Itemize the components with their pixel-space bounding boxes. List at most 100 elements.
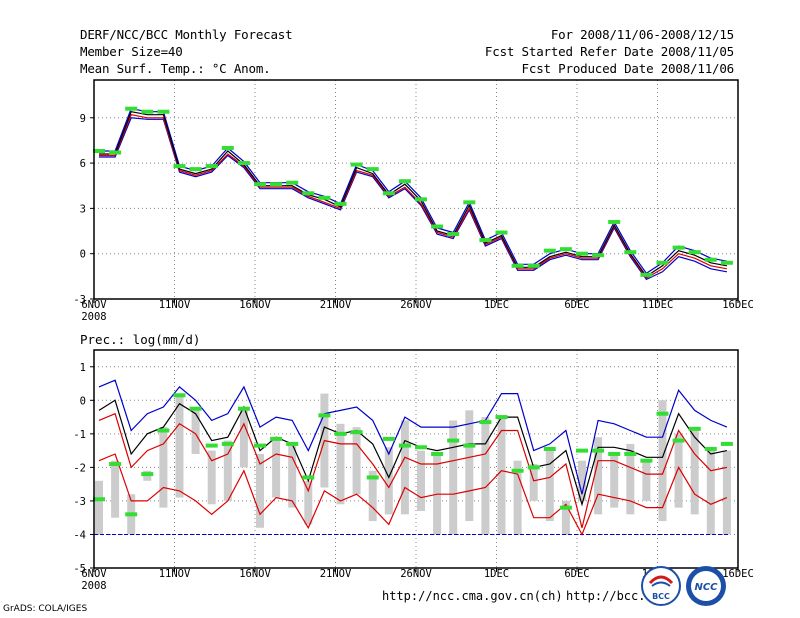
- prec-x-tick-label: 16NOV: [239, 568, 271, 580]
- temp-x-tick-label: 16DEC: [722, 299, 754, 311]
- prec-series-upper-line: [98, 379, 728, 495]
- prec-spread-box: [159, 427, 168, 508]
- temp-green-marker: [286, 180, 299, 185]
- prec-green-marker: [559, 505, 572, 510]
- prec-spread-box: [674, 433, 683, 508]
- prec-panel-title: Prec.: log(mm/d): [80, 332, 200, 347]
- prec-y-tick-label: -1: [73, 429, 86, 441]
- prec-spread-box: [561, 500, 570, 535]
- temp-green-marker: [543, 248, 556, 253]
- temp-series-lower-line: [99, 114, 728, 279]
- variable-label: Mean Surf. Temp.: °C Anom.: [80, 61, 271, 76]
- temp-x-tick-label: 6NOV: [81, 299, 107, 311]
- prec-x-tick-label: 11DEC: [642, 568, 674, 580]
- prec-spread-box: [529, 464, 538, 501]
- temp-y-tick-label: 9: [80, 113, 86, 125]
- temp-x-tick-label: 16NOV: [239, 299, 271, 311]
- prec-spread-box: [352, 427, 361, 495]
- temp-y-tick-label: -3: [73, 294, 86, 306]
- temp-green-marker: [382, 191, 395, 196]
- temp-green-marker: [640, 272, 653, 277]
- prec-x-tick-label: 21NOV: [320, 568, 352, 580]
- temp-green-marker: [704, 257, 717, 262]
- prec-green-marker: [704, 446, 717, 451]
- temp-green-marker: [608, 219, 621, 224]
- prec-spread-box: [304, 480, 313, 525]
- prec-green-marker: [672, 438, 685, 443]
- temp-green-marker: [350, 162, 363, 167]
- temp-green-marker: [334, 201, 347, 206]
- prec-spread-box: [497, 417, 506, 535]
- temp-green-marker: [173, 164, 186, 169]
- temp-green-marker: [576, 251, 588, 256]
- temp-green-marker: [495, 230, 508, 235]
- prec-green-marker: [543, 446, 556, 451]
- prec-green-marker: [495, 415, 508, 420]
- prec-spread-box: [256, 453, 264, 528]
- prec-x-tick-label: 11NOV: [159, 568, 191, 580]
- prec-green-marker: [688, 426, 701, 431]
- prec-green-marker: [270, 436, 283, 441]
- temp-green-marker: [157, 109, 170, 114]
- prec-green-marker: [125, 512, 138, 517]
- prec-spread-box: [465, 410, 474, 522]
- prec-green-marker: [189, 406, 202, 411]
- temp-green-marker: [254, 182, 266, 187]
- temp-green-marker: [447, 232, 460, 237]
- temp-green-marker: [221, 145, 234, 150]
- temp-green-marker: [93, 148, 105, 153]
- prec-green-marker: [527, 465, 540, 470]
- prec-spread-box: [384, 447, 393, 515]
- temp-green-marker: [720, 260, 733, 265]
- temp-x-tick-label: 26NOV: [400, 299, 432, 311]
- temp-green-marker: [656, 260, 669, 265]
- prec-spread-box: [111, 460, 120, 518]
- prec-spread-box: [658, 400, 667, 522]
- fcst-produced-date: Fcst Produced Date 2008/11/06: [521, 61, 735, 76]
- prec-x-year-label: 2008: [81, 580, 106, 592]
- url-bcc[interactable]: http://bcc.c: [566, 589, 653, 603]
- temp-green-marker: [511, 263, 524, 268]
- prec-series-lower-line: [98, 412, 728, 528]
- prec-spread-box: [191, 410, 200, 454]
- chart-title: DERF/NCC/BCC Monthly Forecast: [80, 27, 293, 42]
- temp-green-marker: [318, 195, 331, 200]
- prec-x-tick-label: 16DEC: [722, 568, 754, 580]
- member-size: Member Size=40: [80, 44, 183, 59]
- prec-x-tick-label: 6NOV: [81, 568, 107, 580]
- temp-x-tick-label: 21NOV: [320, 299, 352, 311]
- prec-spread-box: [481, 417, 490, 535]
- prec-spread-box: [722, 450, 731, 535]
- temp-green-marker: [672, 245, 685, 250]
- prec-series-mean-line: [98, 399, 728, 507]
- temp-x-year-label: 2008: [81, 311, 106, 323]
- prec-green-marker: [398, 443, 411, 448]
- prec-spread-box: [207, 450, 216, 505]
- forecast-period: For 2008/11/06-2008/12/15: [550, 27, 734, 42]
- prec-spread-box: [706, 450, 715, 535]
- temp-series-mean-line: [99, 111, 728, 278]
- temp-green-marker: [302, 191, 315, 196]
- prec-y-tick-label: 1: [80, 362, 86, 374]
- prec-y-tick-label: -5: [73, 563, 86, 575]
- prec-green-marker: [624, 451, 637, 456]
- prec-green-marker: [640, 458, 653, 463]
- prec-x-tick-label: 6DEC: [564, 568, 589, 580]
- fcst-started-date: Fcst Started Refer Date 2008/11/05: [484, 44, 734, 59]
- prec-spread-box: [513, 460, 522, 535]
- prec-spread-box: [578, 460, 586, 501]
- prec-spread-box: [288, 443, 297, 508]
- temp-x-tick-label: 11DEC: [642, 299, 674, 311]
- prec-y-tick-label: -2: [73, 462, 86, 474]
- prec-green-marker: [656, 411, 669, 416]
- temp-green-marker: [559, 247, 572, 252]
- prec-green-marker: [302, 475, 315, 480]
- prec-green-marker: [334, 431, 347, 436]
- prec-green-marker: [576, 448, 588, 453]
- prec-y-tick-label: -3: [73, 496, 86, 508]
- temp-green-marker: [592, 253, 605, 258]
- prec-spread-box: [545, 447, 554, 522]
- prec-spread-box: [175, 393, 184, 498]
- temp-y-tick-label: 6: [80, 158, 86, 170]
- url-ncc[interactable]: http://ncc.cma.gov.cn(ch): [382, 589, 563, 603]
